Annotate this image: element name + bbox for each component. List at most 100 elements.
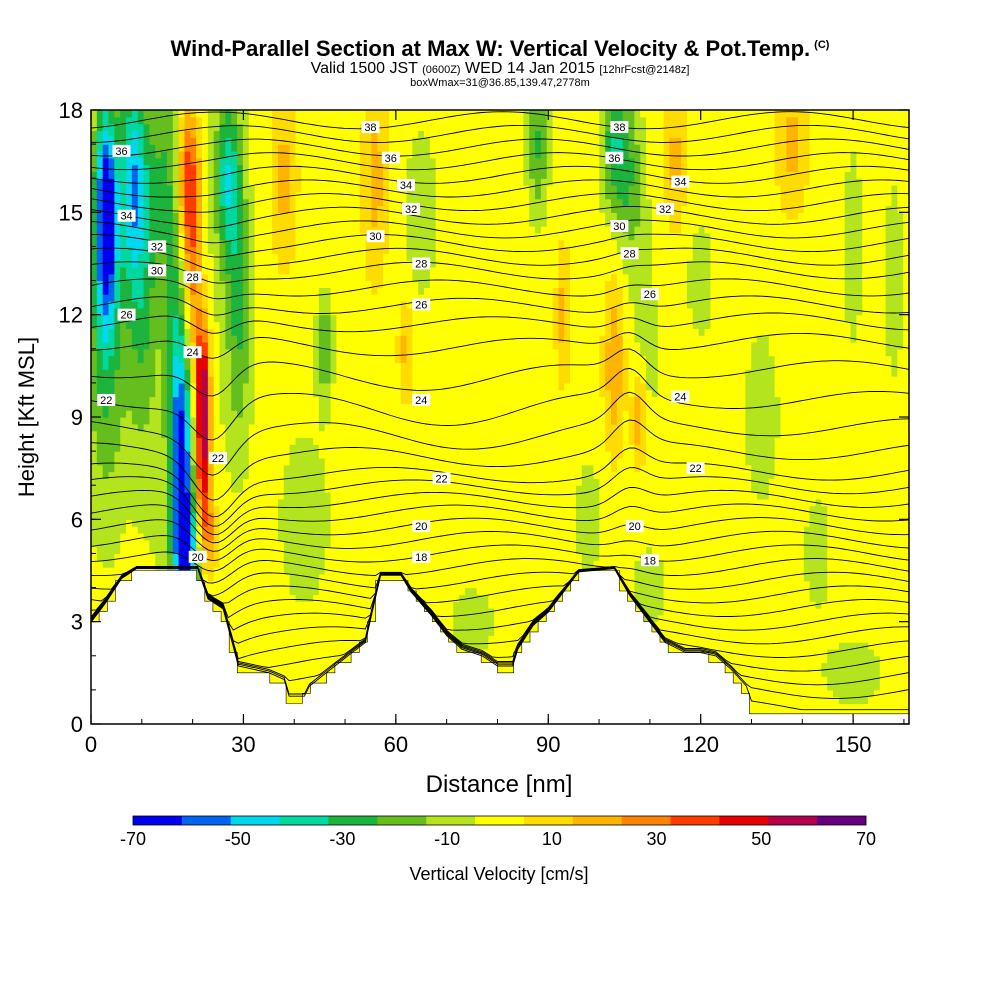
velocity-cell: [266, 532, 273, 541]
velocity-cell: [166, 389, 174, 398]
velocity-cell: [102, 417, 110, 425]
velocity-cell: [313, 164, 320, 172]
velocity-cell: [342, 457, 349, 466]
velocity-cell: [196, 137, 203, 145]
velocity-cell: [295, 471, 302, 479]
velocity-cell: [283, 314, 291, 323]
velocity-cell: [155, 532, 162, 541]
velocity-cell: [266, 369, 273, 377]
velocity-cell: [131, 110, 139, 118]
velocity-cell: [102, 451, 110, 459]
velocity-cell: [225, 464, 232, 473]
velocity-cell: [237, 389, 244, 398]
velocity-cell: [219, 423, 226, 432]
velocity-cell: [172, 505, 180, 514]
velocity-cell: [96, 212, 104, 220]
velocity-cell: [91, 246, 98, 254]
velocity-cell: [400, 157, 408, 166]
velocity-cell: [365, 253, 373, 261]
velocity-cell: [213, 587, 221, 595]
velocity-cell: [225, 178, 232, 186]
velocity-cell: [371, 219, 378, 227]
velocity-cell: [295, 519, 302, 527]
velocity-cell: [272, 348, 279, 357]
velocity-cell: [166, 369, 174, 377]
velocity-cell: [237, 655, 244, 664]
velocity-cell: [371, 321, 378, 329]
velocity-cell: [143, 164, 151, 172]
velocity-cell: [342, 341, 349, 350]
velocity-cell: [277, 628, 285, 636]
velocity-cell: [108, 225, 115, 234]
velocity-cell: [149, 137, 156, 145]
velocity-cell: [242, 239, 250, 248]
velocity-cell: [254, 287, 262, 295]
velocity-cell: [388, 212, 396, 220]
velocity-cell: [149, 178, 156, 186]
velocity-cell: [283, 341, 291, 350]
velocity-cell: [231, 355, 238, 364]
velocity-cell: [225, 539, 232, 548]
velocity-cell: [260, 137, 267, 145]
velocity-cell: [365, 567, 373, 575]
velocity-cell: [324, 628, 332, 636]
velocity-cell: [266, 492, 273, 500]
velocity-cell: [248, 587, 256, 595]
velocity-cell: [406, 246, 413, 254]
velocity-cell: [219, 539, 226, 548]
velocity-cell: [353, 601, 361, 609]
velocity-cell: [202, 464, 209, 473]
velocity-cell: [143, 389, 151, 398]
velocity-cell: [289, 498, 297, 507]
velocity-cell: [172, 287, 180, 295]
velocity-cell: [383, 430, 390, 439]
velocity-cell: [301, 266, 308, 275]
velocity-cell: [219, 376, 226, 384]
velocity-cell: [313, 307, 320, 316]
velocity-cell: [277, 294, 285, 302]
velocity-cell: [388, 314, 396, 323]
velocity-cell: [283, 403, 291, 411]
velocity-cell: [277, 225, 285, 234]
velocity-cell: [91, 594, 98, 602]
velocity-cell: [242, 369, 250, 377]
velocity-cell: [190, 110, 197, 118]
velocity-cell: [277, 614, 285, 623]
velocity-cell: [283, 355, 291, 364]
copyright-mark: (C): [814, 38, 830, 51]
velocity-cell: [313, 225, 320, 234]
velocity-cell: [155, 444, 162, 452]
velocity-cell: [324, 212, 332, 220]
velocity-cell: [242, 498, 250, 507]
velocity-cell: [207, 553, 215, 561]
velocity-cell: [120, 205, 127, 213]
velocity-cell: [348, 266, 355, 275]
velocity-cell: [184, 266, 191, 275]
velocity-cell: [330, 341, 337, 350]
velocity-cell: [383, 273, 390, 282]
velocity-cell: [91, 389, 98, 398]
velocity-cell: [260, 253, 267, 261]
velocity-cell: [295, 116, 302, 125]
velocity-cell: [266, 526, 273, 534]
velocity-cell: [289, 382, 297, 391]
velocity-cell: [318, 178, 326, 186]
velocity-cell: [359, 232, 367, 241]
velocity-cell: [137, 457, 145, 466]
velocity-cell: [301, 471, 308, 479]
velocity-cell: [155, 191, 162, 200]
velocity-cell: [155, 294, 162, 302]
velocity-cell: [318, 580, 326, 589]
velocity-cell: [137, 273, 145, 282]
velocity-cell: [371, 567, 378, 575]
valid-utc: (0600Z): [422, 64, 461, 76]
velocity-cell: [213, 423, 221, 432]
velocity-cell: [348, 219, 355, 227]
velocity-cell: [342, 287, 349, 295]
velocity-cell: [254, 532, 262, 541]
velocity-cell: [196, 130, 203, 138]
velocity-cell: [266, 287, 273, 295]
velocity-cell: [394, 307, 402, 316]
velocity-cell: [400, 239, 408, 248]
velocity-cell: [318, 614, 326, 623]
